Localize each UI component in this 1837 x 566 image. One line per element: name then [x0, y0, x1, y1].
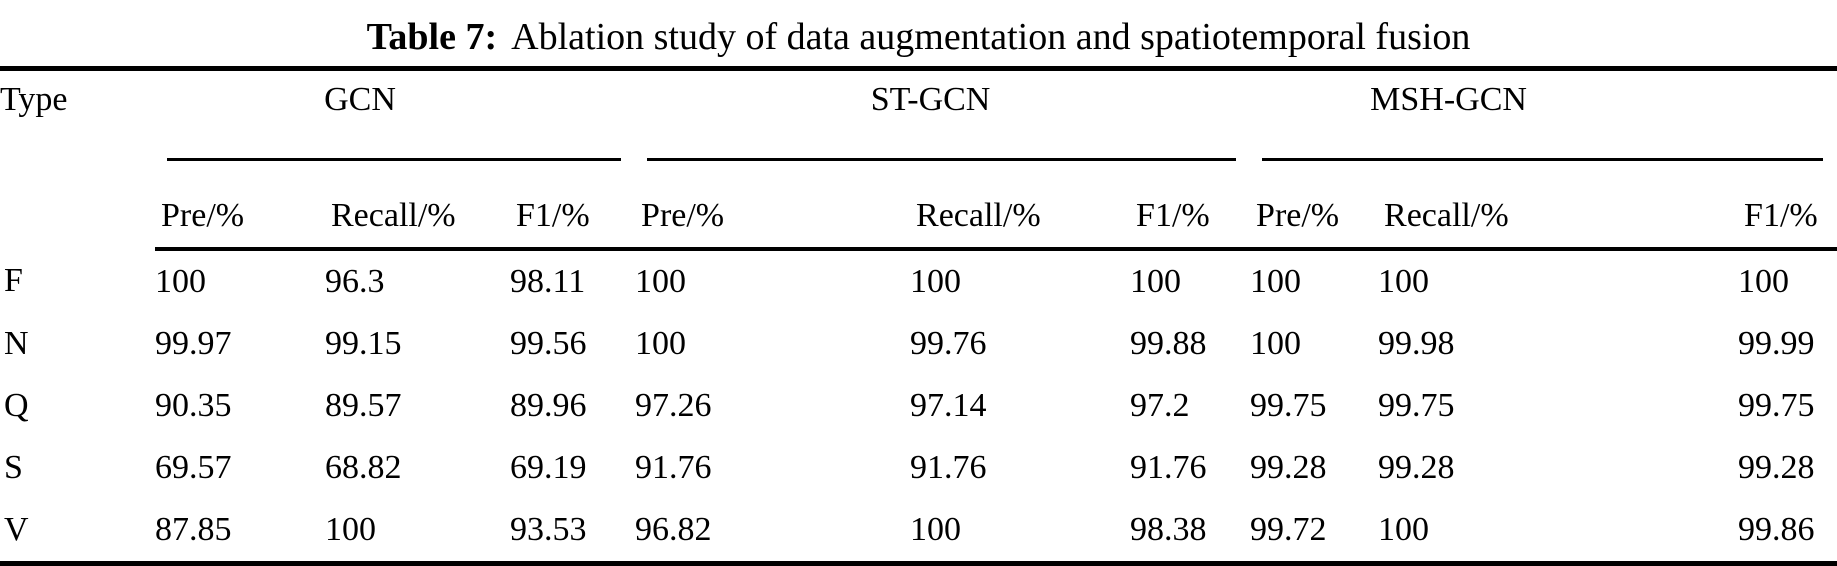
cell-value: 100 [1250, 325, 1302, 362]
cell-value: 99.75 [1250, 387, 1327, 424]
cell-value: 91.76 [910, 449, 987, 486]
st-gcn-pre-header: Pre/% [635, 161, 911, 251]
cell-value: 97.14 [910, 387, 987, 424]
cell-value: 100 [910, 263, 962, 300]
cell-value: 91.76 [1130, 449, 1207, 486]
cell-value: 89.57 [325, 387, 402, 424]
cell-value: 99.99 [1738, 325, 1815, 362]
row-type-label: Q [4, 387, 29, 424]
cell-value: 100 [1250, 263, 1302, 300]
gcn-pre-header: Pre/% [155, 161, 325, 251]
cell-value: 89.96 [510, 387, 587, 424]
gcn-recall-header: Recall/% [325, 161, 510, 251]
row-type-label: F [4, 262, 23, 299]
cell-value: 100 [155, 263, 206, 300]
row-type-label: S [4, 449, 23, 486]
msh-gcn-f1-header: F1/% [1738, 161, 1837, 251]
cell-value: 99.28 [1738, 449, 1815, 486]
cell-value: 99.75 [1378, 387, 1455, 424]
row-type-label: N [4, 325, 29, 362]
table-row-q: Q 90.35 89.57 89.96 97.26 97.14 97.2 99.… [0, 375, 1837, 437]
cell-value: 99.56 [510, 325, 587, 362]
cell-value: 99.28 [1378, 449, 1455, 486]
msh-gcn-recall-header: Recall/% [1378, 161, 1739, 251]
table-row-n: N 99.97 99.15 99.56 100 99.76 99.88 100 … [0, 313, 1837, 375]
cell-value: 90.35 [155, 387, 232, 424]
cell-value: 91.76 [635, 449, 712, 486]
table-caption-text: Ablation study of data augmentation and … [511, 16, 1471, 58]
cell-value: 100 [635, 263, 687, 300]
cell-value: 100 [1378, 263, 1430, 300]
cell-value: 96.3 [325, 263, 385, 300]
cell-value: 69.19 [510, 449, 587, 486]
cell-value: 100 [1738, 263, 1790, 300]
st-gcn-recall-header: Recall/% [910, 161, 1131, 251]
cell-value: 98.11 [510, 263, 586, 300]
table-caption-number: Table 7: [366, 16, 498, 58]
cell-value: 68.82 [325, 449, 402, 486]
column-group-st-gcn-label: ST-GCN [870, 81, 991, 118]
column-group-gcn: GCN [155, 66, 636, 161]
cell-value: 69.57 [155, 449, 232, 486]
cell-value: 97.2 [1130, 387, 1190, 424]
metric-header-row: Pre/% Recall/% F1/% Pre/% Recall/% F1/% … [0, 161, 1837, 251]
group-header-row: Type GCN ST-GCN MSH-GCN [0, 66, 1837, 249]
cell-value: 99.97 [155, 325, 232, 362]
cell-value: 99.15 [325, 325, 402, 362]
cell-value: 99.75 [1738, 387, 1815, 424]
cell-value: 99.28 [1250, 449, 1327, 486]
type-column-header: Type [0, 66, 155, 249]
cell-value: 97.26 [635, 387, 712, 424]
ablation-results-table: Type GCN ST-GCN MSH-GCN Pre/% Recall/% F… [0, 66, 1837, 566]
table-row-f: F 100 96.3 98.11 100 100 100 100 100 100 [0, 249, 1837, 313]
cell-value: 99.76 [910, 325, 987, 362]
cell-value: 100 [635, 325, 687, 362]
column-group-gcn-label: GCN [324, 81, 396, 118]
cell-value: 100 [1130, 263, 1182, 300]
cell-value: 99.98 [1378, 325, 1455, 362]
table-caption: Table 7: Ablation study of data augmentat… [0, 8, 1837, 66]
gcn-f1-header: F1/% [510, 161, 636, 251]
column-group-msh-gcn-label: MSH-GCN [1370, 81, 1527, 118]
table-row-s: S 69.57 68.82 69.19 91.76 91.76 91.76 99… [0, 437, 1837, 499]
column-group-st-gcn: ST-GCN [635, 66, 1251, 161]
st-gcn-f1-header: F1/% [1130, 161, 1251, 251]
cell-value: 99.88 [1130, 325, 1207, 362]
column-group-msh-gcn: MSH-GCN [1250, 66, 1837, 161]
msh-gcn-pre-header: Pre/% [1250, 161, 1379, 251]
